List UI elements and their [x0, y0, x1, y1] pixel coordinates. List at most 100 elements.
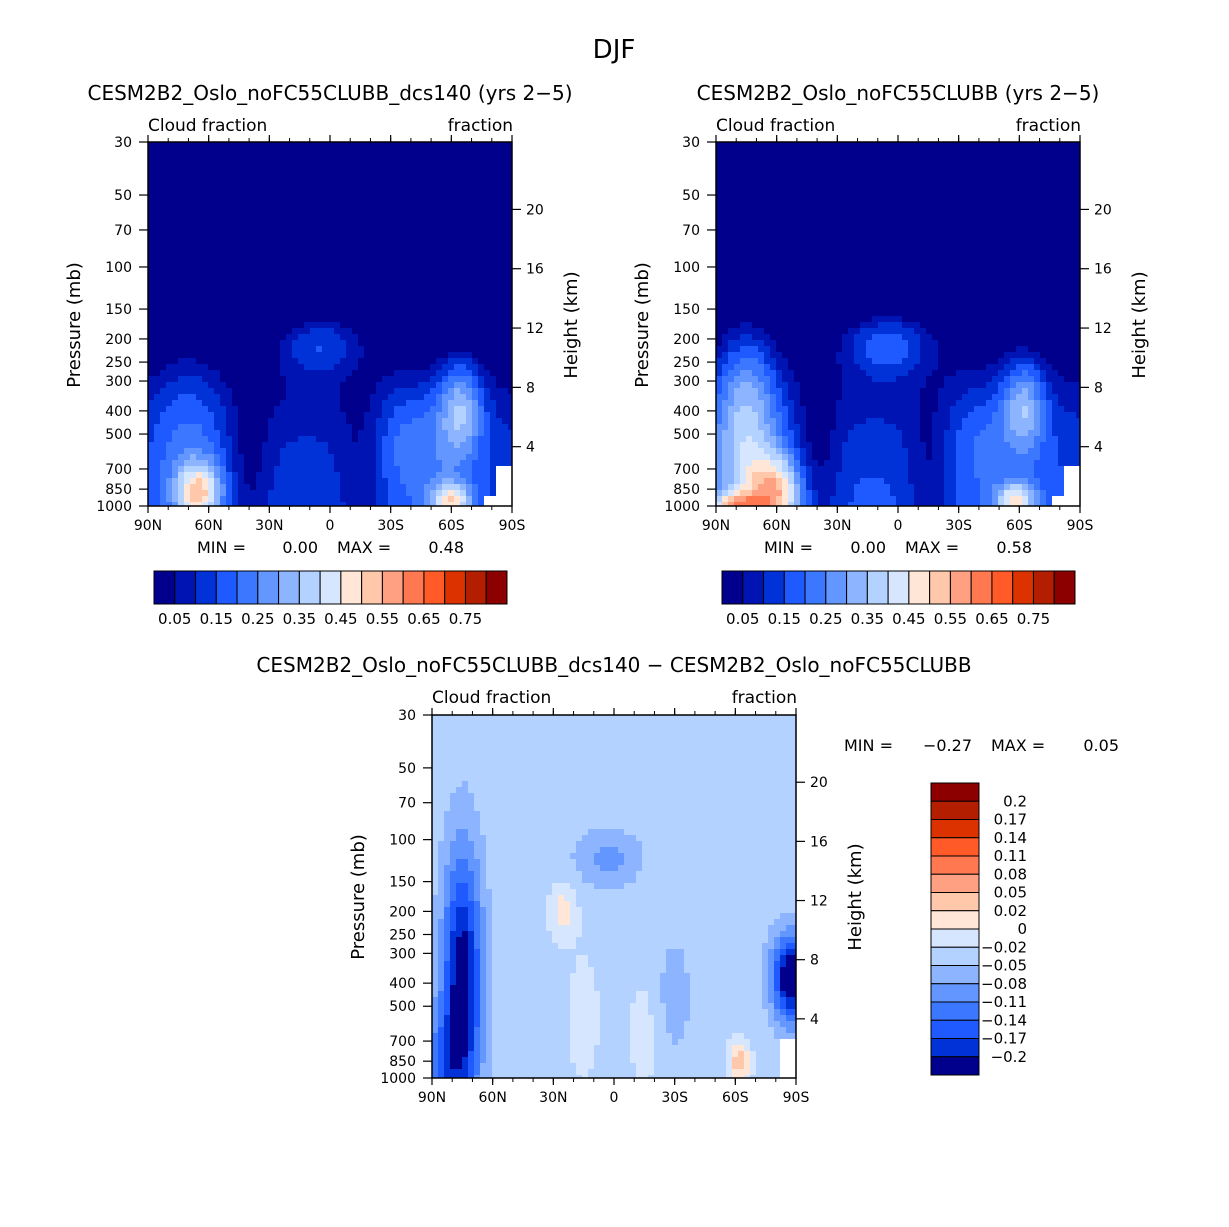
contour-cell	[292, 328, 298, 334]
contour-cell	[794, 154, 800, 160]
contour-cell	[358, 286, 364, 292]
contour-cell	[490, 346, 496, 352]
contour-cell	[292, 274, 298, 280]
contour-cell	[262, 334, 268, 340]
contour-cell	[262, 238, 268, 244]
contour-cell	[466, 148, 472, 154]
contour-cell	[202, 214, 208, 220]
contour-cell	[436, 496, 442, 502]
contour-cell	[944, 238, 950, 244]
contour-cell	[406, 406, 412, 412]
contour-cell	[388, 382, 394, 388]
contour-cell	[190, 442, 196, 448]
contour-cell	[196, 454, 202, 460]
contour-cell	[214, 364, 220, 370]
contour-cell	[788, 226, 794, 232]
contour-cell	[154, 286, 160, 292]
contour-cell	[196, 286, 202, 292]
contour-cell	[418, 286, 424, 292]
contour-cell	[394, 262, 400, 268]
contour-cell	[496, 448, 502, 454]
contour-cell	[244, 154, 250, 160]
contour-cell	[178, 280, 184, 286]
contour-cell	[286, 358, 292, 364]
contour-cell	[740, 226, 746, 232]
contour-cell	[322, 268, 328, 274]
contour-cell	[1058, 238, 1064, 244]
contour-cell	[238, 298, 244, 304]
contour-cell	[418, 346, 424, 352]
contour-cell	[980, 202, 986, 208]
y-tick-label: 700	[105, 462, 132, 478]
contour-cell	[896, 250, 902, 256]
contour-cell	[244, 430, 250, 436]
contour-cell	[220, 190, 226, 196]
contour-cell	[436, 262, 442, 268]
contour-cell	[478, 226, 484, 232]
contour-cell	[322, 340, 328, 346]
contour-cell	[376, 244, 382, 250]
contour-cell	[746, 244, 752, 250]
contour-cell	[262, 172, 268, 178]
contour-cell	[376, 448, 382, 454]
contour-cell	[220, 202, 226, 208]
contour-cell	[1076, 226, 1080, 232]
contour-cell	[328, 166, 334, 172]
contour-cell	[878, 220, 884, 226]
contour-cell	[442, 262, 448, 268]
contour-cell	[1034, 154, 1040, 160]
contour-cell	[842, 232, 848, 238]
contour-cell	[400, 424, 406, 430]
contour-cell	[436, 352, 442, 358]
contour-cell	[262, 448, 268, 454]
contour-cell	[220, 304, 226, 310]
contour-cell	[178, 190, 184, 196]
contour-cell	[364, 226, 370, 232]
contour-cell	[424, 208, 430, 214]
contour-cell	[352, 310, 358, 316]
contour-cell	[944, 214, 950, 220]
contour-cell	[926, 208, 932, 214]
contour-cell	[316, 256, 322, 262]
contour-cell	[418, 328, 424, 334]
contour-cell	[472, 166, 478, 172]
contour-cell	[1022, 208, 1028, 214]
contour-cell	[154, 280, 160, 286]
contour-cell	[956, 184, 962, 190]
contour-cell	[190, 430, 196, 436]
contour-cell	[508, 466, 512, 472]
contour-cell	[340, 448, 346, 454]
contour-cell	[400, 196, 406, 202]
contour-cell	[484, 406, 490, 412]
contour-cell	[430, 448, 436, 454]
contour-cell	[208, 496, 214, 502]
contour-cell	[322, 412, 328, 418]
contour-cell	[358, 370, 364, 376]
contour-cell	[436, 304, 442, 310]
contour-cell	[268, 334, 274, 340]
contour-cell	[214, 382, 220, 388]
contour-cell	[472, 292, 478, 298]
contour-cell	[172, 358, 178, 364]
contour-cell	[436, 208, 442, 214]
contour-cell	[460, 286, 466, 292]
contour-cell	[728, 184, 734, 190]
contour-cell	[172, 256, 178, 262]
contour-cell	[926, 196, 932, 202]
contour-cell	[190, 394, 196, 400]
contour-cell	[454, 196, 460, 202]
contour-cell	[382, 196, 388, 202]
contour-cell	[256, 196, 262, 202]
contour-cell	[490, 244, 496, 250]
contour-cell	[896, 196, 902, 202]
contour-cell	[310, 334, 316, 340]
contour-cell	[256, 340, 262, 346]
contour-cell	[812, 166, 818, 172]
contour-cell	[226, 172, 232, 178]
contour-cell	[358, 244, 364, 250]
contour-cell	[896, 154, 902, 160]
contour-cell	[466, 352, 472, 358]
contour-cell	[370, 202, 376, 208]
contour-cell	[250, 172, 256, 178]
contour-cell	[214, 448, 220, 454]
